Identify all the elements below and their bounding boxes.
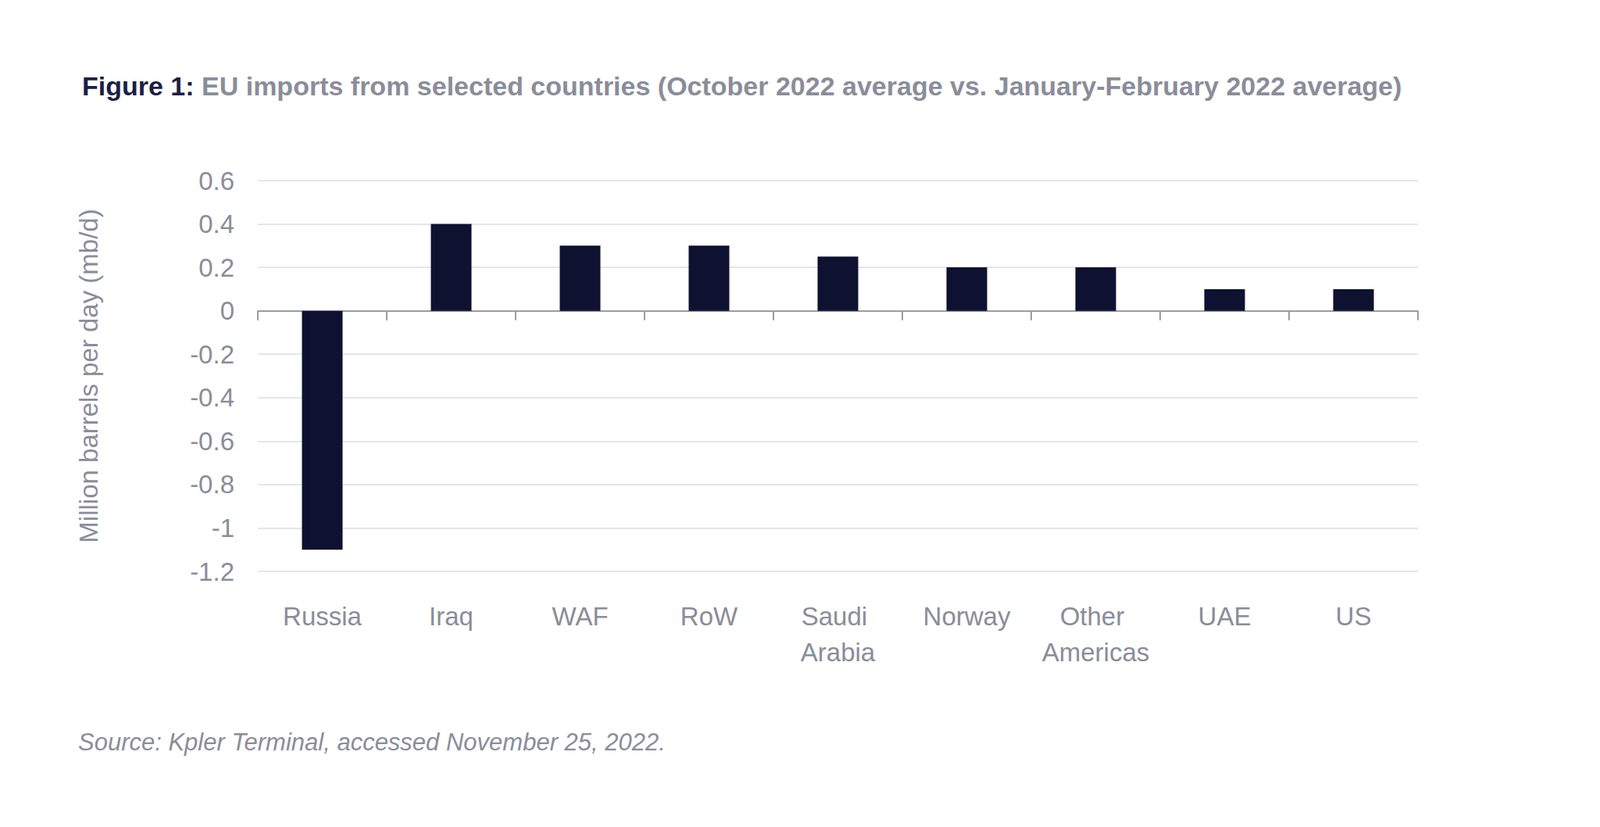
svg-text:RoW: RoW [680, 601, 739, 631]
svg-text:-1: -1 [211, 513, 235, 543]
svg-text:EU imports from selected count: EU imports from selected countries (Octo… [194, 71, 1403, 101]
svg-text:US: US [1335, 601, 1372, 631]
svg-text:Iraq: Iraq [428, 601, 474, 631]
svg-text:Other: Other [1060, 601, 1133, 631]
svg-text:0: 0 [220, 296, 235, 325]
svg-text:0.2: 0.2 [198, 253, 235, 283]
svg-text:-0.4: -0.4 [189, 382, 235, 412]
svg-text:0.6: 0.6 [198, 166, 235, 196]
svg-text:Americas: Americas [1042, 637, 1150, 667]
svg-text:WAF: WAF [551, 601, 608, 631]
svg-text:-1.2: -1.2 [189, 557, 235, 586]
svg-text:Saudi: Saudi [801, 601, 875, 631]
svg-text:Figure 1:: Figure 1: [82, 71, 195, 101]
svg-text:-0.6: -0.6 [189, 426, 235, 456]
svg-text:-0.2: -0.2 [189, 339, 235, 369]
svg-text:Norway: Norway [923, 601, 1011, 631]
svg-text:Russia: Russia [282, 601, 363, 631]
svg-text:Source: Kpler Terminal, access: Source: Kpler Terminal, accessed Novembe… [78, 728, 666, 756]
svg-text:UAE: UAE [1198, 601, 1252, 631]
svg-text:Arabia: Arabia [800, 637, 876, 667]
svg-text:0.4: 0.4 [198, 209, 235, 239]
svg-text:-0.8: -0.8 [189, 469, 235, 499]
svg-text:Million barrels per day (mb/d): Million barrels per day (mb/d) [74, 208, 104, 543]
